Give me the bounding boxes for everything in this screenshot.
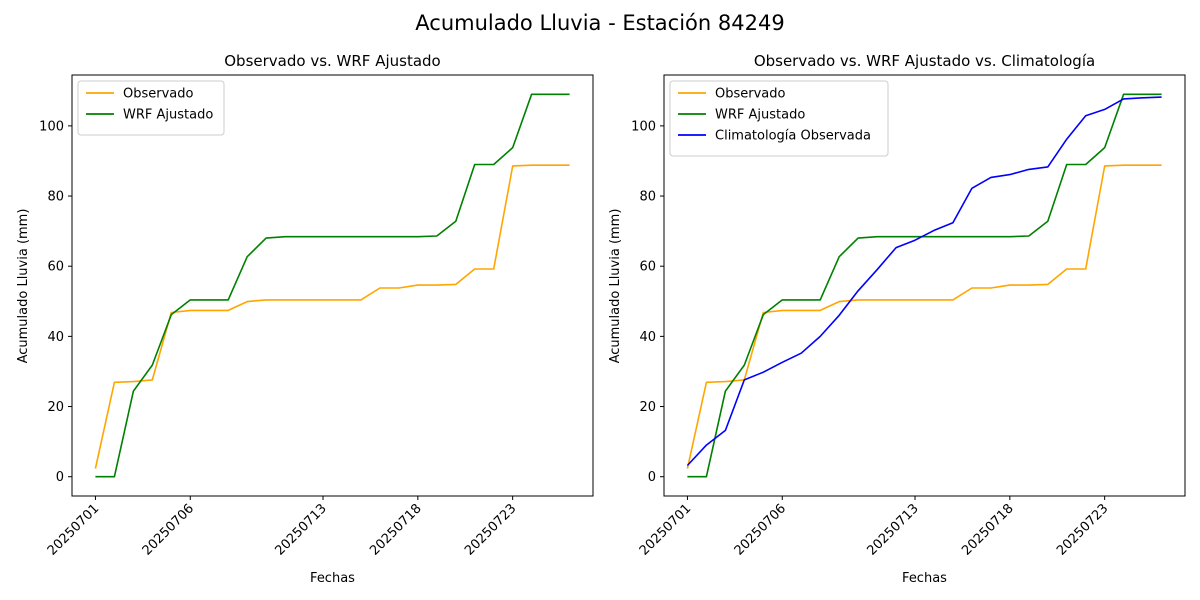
legend-left: Observado WRF Ajustado	[77, 80, 225, 136]
y-tick-label: 40	[639, 330, 656, 345]
x-tick-label: 20250723	[462, 501, 519, 558]
chart-title-right: Observado vs. WRF Ajustado vs. Climatolo…	[754, 52, 1095, 70]
x-tick-label: 20250706	[140, 501, 197, 558]
legend-label: Observado	[715, 87, 786, 102]
x-tick-label: 20250718	[367, 501, 424, 558]
x-tick-label: 20250718	[959, 501, 1016, 558]
legend-right: Observado WRF Ajustado Climatología Observ…	[669, 80, 889, 157]
series-line-climatolog-a-observada	[686, 96, 1162, 467]
chart-panel-left: Observado vs. WRF Ajustado Fechas Acumul…	[16, 52, 594, 586]
y-tick-label: 80	[47, 190, 64, 205]
legend-box	[77, 80, 225, 136]
x-tick-label: 20250723	[1054, 501, 1111, 558]
legend-box	[669, 80, 889, 157]
y-tick-label: 100	[631, 119, 656, 134]
y-tick-label: 80	[639, 190, 656, 205]
x-axis-label-left: Fechas	[310, 571, 355, 586]
legend-label: Observado	[123, 87, 194, 102]
series-line-observado	[686, 164, 1162, 469]
legend-label: Climatología Observada	[715, 129, 871, 144]
series-line-observado	[94, 164, 570, 469]
x-tick-label: 20250713	[272, 501, 329, 558]
legend-label: WRF Ajustado	[715, 108, 805, 123]
x-tick-label: 20250701	[637, 501, 694, 558]
y-tick-label: 40	[47, 330, 64, 345]
x-tick-label: 20250713	[864, 501, 921, 558]
y-tick-label: 0	[56, 470, 64, 485]
legend-label: WRF Ajustado	[123, 108, 213, 123]
series-line-wrf-ajustado	[95, 93, 570, 478]
x-tick-label: 20250706	[732, 501, 789, 558]
y-tick-label: 0	[648, 470, 656, 485]
plot-frame-right	[663, 74, 1186, 497]
y-axis-label-right: Acumulado Lluvia (mm)	[608, 209, 623, 364]
y-tick-label: 20	[639, 400, 656, 415]
y-tick-label: 100	[39, 119, 64, 134]
x-axis-label-right: Fechas	[902, 571, 947, 586]
plot-frame-left	[71, 74, 594, 497]
figure-suptitle: Acumulado Lluvia - Estación 84249	[415, 11, 784, 35]
y-tick-label: 60	[639, 260, 656, 275]
y-tick-label: 20	[47, 400, 64, 415]
chart-panel-right: Observado vs. WRF Ajustado vs. Climatolo…	[608, 52, 1186, 586]
x-tick-label: 20250701	[45, 501, 102, 558]
y-axis-label-left: Acumulado Lluvia (mm)	[16, 209, 31, 364]
series-line-wrf-ajustado	[687, 93, 1162, 478]
chart-title-left: Observado vs. WRF Ajustado	[224, 52, 440, 70]
y-tick-label: 60	[47, 260, 64, 275]
